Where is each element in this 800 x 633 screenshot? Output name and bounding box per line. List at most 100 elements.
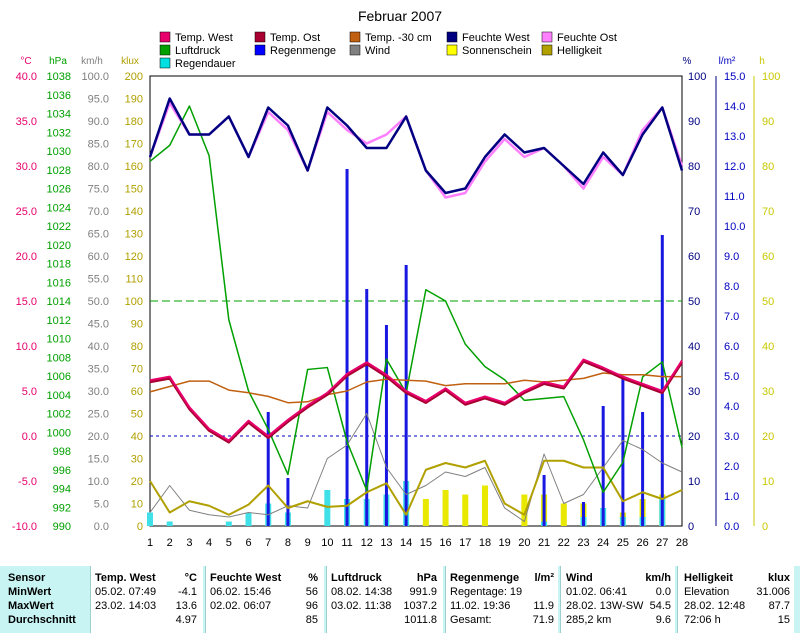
axis-tick-sun: 50	[762, 296, 774, 308]
stats-wind-title: Wind	[566, 572, 593, 584]
stats-regen-block: Regenmenge l/m² Regentage: 19 11.02. 19:…	[445, 566, 558, 633]
x-tick-label: 1	[147, 537, 153, 549]
axis-tick-lux: 0	[137, 521, 143, 533]
axis-tick-rain: 14.0	[724, 101, 745, 113]
axis-tick-sun: 100	[762, 71, 780, 83]
legend-item: Temp. -30 cm	[349, 31, 432, 44]
x-tick-label: 27	[656, 537, 668, 549]
axis-tick-lux: 40	[131, 431, 143, 443]
rain-amount-bar	[542, 475, 546, 526]
axis-tick-wind: 90.0	[88, 116, 109, 128]
axis-tick-wind: 35.0	[88, 364, 109, 376]
stats-hell-dur-val: 15	[777, 614, 790, 626]
stats-temp-min-val: -4.1	[178, 586, 197, 598]
axis-unit-wind: km/h	[81, 56, 103, 67]
rain-amount-bar	[581, 502, 585, 526]
axis-tick-rain: 4.0	[724, 401, 739, 413]
axis-tick-lux: 70	[131, 364, 143, 376]
stats-feuchte-avg: 85	[305, 614, 318, 626]
rain-amount-bar	[345, 169, 349, 526]
axis-tick-lux: 170	[125, 139, 143, 151]
axis-tick-pressure: 1000	[47, 427, 71, 439]
humidity-west-line	[148, 97, 684, 195]
axis-tick-sun: 30	[762, 386, 774, 398]
stats-regen-title: Regenmenge	[450, 572, 520, 584]
soil-temp-line	[149, 372, 682, 404]
x-tick-label: 12	[361, 537, 373, 549]
legend-item: Helligkeit	[541, 44, 602, 57]
axis-tick-wind: 60.0	[88, 251, 109, 263]
legend-swatch	[254, 31, 266, 43]
stats-regen-max-val: 11.9	[533, 600, 554, 612]
stats-hell-unit: klux	[767, 572, 790, 584]
axis-unit-humidity: %	[683, 56, 692, 67]
axis-tick-lux: 80	[131, 341, 143, 353]
x-tick-label: 11	[341, 537, 352, 549]
x-tick-label: 16	[439, 537, 451, 549]
axis-tick-humidity: 30	[688, 386, 700, 398]
stats-wind-total-val: 9.6	[655, 614, 671, 626]
axis-tick-sun: 10	[762, 476, 774, 488]
axis-tick-temp: -5.0	[18, 476, 37, 488]
stats-wind-min-val: 0.0	[655, 586, 671, 598]
x-tick-label: 3	[186, 537, 192, 549]
rain-duration-bar	[225, 521, 232, 526]
axis-tick-pressure: 990	[53, 521, 71, 533]
x-tick-label: 2	[167, 537, 173, 549]
axis-tick-pressure: 1016	[47, 277, 71, 289]
legend-item: Feuchte Ost	[541, 31, 617, 44]
legend-item: Luftdruck	[159, 44, 221, 57]
stats-wind-max-val: 54.5	[649, 600, 671, 612]
axis-tick-rain: 9.0	[724, 251, 739, 263]
axis-tick-humidity: 100	[688, 71, 706, 83]
stats-hell-max-val: 87.7	[768, 600, 790, 612]
rain-amount-bar	[266, 412, 270, 526]
axis-tick-pressure: 1012	[47, 315, 71, 327]
axis-tick-wind: 45.0	[88, 319, 109, 331]
axis-tick-lux: 120	[125, 251, 143, 263]
legend-item: Regendauer	[159, 57, 236, 70]
axis-tick-wind: 50.0	[88, 296, 109, 308]
rain-duration-bar	[324, 490, 331, 526]
axis-tick-wind: 100.0	[81, 71, 109, 83]
stats-hell-dur-label: 72:06 h	[684, 614, 721, 626]
axis-tick-rain: 10.0	[724, 221, 745, 233]
axis-tick-sun: 60	[762, 251, 774, 263]
stats-row-label-min: MinWert	[8, 586, 52, 598]
axis-tick-pressure: 1014	[47, 296, 71, 308]
legend-swatch	[446, 31, 458, 43]
stats-wind-block: Wind km/h 01.02. 06:41 0.0 28.02. 13W-SW…	[560, 566, 675, 633]
legend-label: Feuchte West	[462, 32, 530, 44]
axis-tick-sun: 90	[762, 116, 774, 128]
stats-wind-max-time: 28.02. 13W-SW	[566, 600, 644, 612]
axis-tick-temp: 10.0	[16, 341, 37, 353]
pressure-line	[149, 105, 683, 493]
x-tick-label: 26	[636, 537, 648, 549]
x-tick-label: 20	[518, 537, 530, 549]
axis-tick-pressure: 1036	[47, 90, 71, 102]
stats-feuchte-unit: %	[308, 572, 318, 584]
sunshine-bar	[442, 490, 449, 526]
stats-luftdruck-min-time: 08.02. 14:38	[331, 586, 393, 598]
rain-amount-bar	[404, 265, 408, 526]
axis-tick-rain: 12.0	[724, 161, 745, 173]
x-tick-label: 14	[400, 537, 412, 549]
axis-tick-temp: 0.0	[22, 431, 37, 443]
rain-amount-bar	[365, 289, 369, 526]
axis-tick-sun: 20	[762, 431, 774, 443]
axis-tick-wind: 65.0	[88, 229, 109, 241]
x-tick-label: 8	[285, 537, 291, 549]
stats-wind-unit: km/h	[645, 572, 671, 584]
axis-tick-lux: 200	[125, 71, 143, 83]
stats-luftdruck-avg: 1011.8	[404, 614, 437, 626]
stats-regen-max-time: 11.02. 19:36	[450, 600, 511, 612]
legend-item: Temp. West	[159, 31, 233, 44]
x-tick-label: 7	[265, 537, 271, 549]
axis-tick-wind: 20.0	[88, 431, 109, 443]
axis-tick-temp: -10.0	[12, 521, 37, 533]
stats-regen-days: Regentage: 19	[450, 586, 523, 598]
axis-tick-rain: 1.0	[724, 491, 739, 503]
stats-regen-total-label: Gesamt:	[450, 614, 492, 626]
axis-tick-pressure: 1018	[47, 259, 71, 271]
stats-hell-max-time: 28.02. 12:48	[684, 600, 746, 612]
